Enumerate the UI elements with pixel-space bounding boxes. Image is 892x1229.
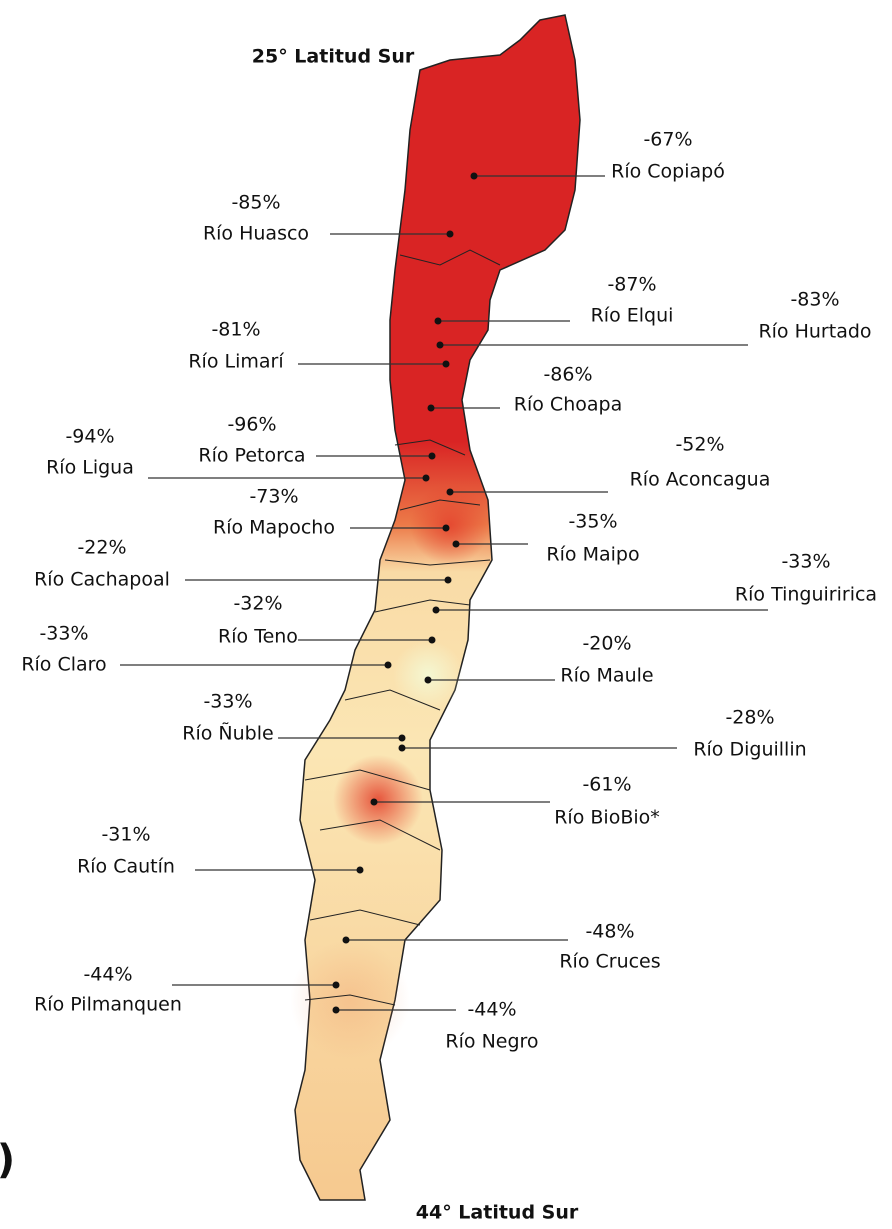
river-change: -28% [725, 707, 774, 729]
river-point [422, 474, 430, 482]
river-name: Río Ñuble [182, 722, 273, 745]
river-name: Río Petorca [198, 445, 305, 467]
river-point [444, 576, 452, 584]
river-change: -67% [643, 129, 692, 151]
river-change: -86% [543, 364, 592, 386]
river-change: -32% [233, 593, 282, 615]
river-point [370, 798, 378, 806]
river-name: Río Hurtado [758, 321, 871, 343]
river-name: Río Limarí [188, 351, 284, 373]
river-change: -52% [675, 434, 724, 456]
river-name: Río Mapocho [213, 517, 335, 539]
river-name: Río Ligua [46, 457, 134, 479]
river-point [436, 341, 444, 349]
river-name: Río Maule [560, 665, 653, 687]
river-name: Río Aconcagua [630, 469, 771, 491]
river-point [442, 524, 450, 532]
river-name: Río Maipo [546, 544, 639, 566]
river-point [434, 317, 442, 325]
north-label: 25° Latitud Sur [252, 46, 415, 68]
river-point [446, 230, 454, 238]
river-name: Río Teno [218, 626, 298, 648]
river-change: -96% [227, 414, 276, 436]
river-name: Río Diguillin [693, 739, 806, 761]
river-change: -33% [781, 551, 830, 573]
river-name: Río Cachapoal [34, 569, 170, 591]
river-change: -31% [101, 824, 150, 846]
river-point [432, 606, 440, 614]
river-point [332, 981, 340, 989]
river-name: Río Choapa [514, 394, 622, 416]
river-point [342, 936, 350, 944]
river-change: -61% [582, 774, 631, 796]
river-point [442, 360, 450, 368]
river-change: -44% [83, 964, 132, 986]
river-name: Río Copiapó [611, 161, 725, 183]
river-name: Río Cruces [559, 951, 660, 973]
river-change: -33% [203, 691, 252, 713]
river-change: -48% [585, 921, 634, 943]
river-point [428, 452, 436, 460]
river-name: Río Huasco [203, 223, 309, 245]
river-name: Río Cautín [77, 856, 175, 878]
river-name: Río BioBio* [554, 807, 660, 829]
south-label: 44° Latitud Sur [416, 1202, 579, 1224]
river-point [428, 636, 436, 644]
river-name: Río Negro [445, 1031, 538, 1053]
river-name: Río Tinguiririca [735, 584, 877, 606]
river-name: Río Claro [21, 654, 106, 676]
river-change: -83% [790, 289, 839, 311]
river-point [452, 540, 460, 548]
river-point [470, 172, 478, 180]
river-point [398, 744, 406, 752]
edge-fragment: ) [0, 1137, 15, 1183]
river-point [427, 404, 435, 412]
river-point [356, 866, 364, 874]
river-change: -87% [607, 274, 656, 296]
river-name: Río Pilmanquen [34, 994, 182, 1016]
river-name: Río Elqui [591, 305, 674, 327]
river-point [398, 734, 406, 742]
river-change: -35% [568, 511, 617, 533]
river-change: -22% [77, 537, 126, 559]
river-point [332, 1006, 340, 1014]
river-change: -20% [582, 633, 631, 655]
river-change: -81% [211, 319, 260, 341]
river-change: -33% [39, 623, 88, 645]
river-point [446, 488, 454, 496]
river-change: -73% [249, 486, 298, 508]
river-change: -85% [231, 192, 280, 214]
river-change: -94% [65, 426, 114, 448]
river-point [384, 661, 392, 669]
river-point [424, 676, 432, 684]
river-change: -44% [467, 999, 516, 1021]
